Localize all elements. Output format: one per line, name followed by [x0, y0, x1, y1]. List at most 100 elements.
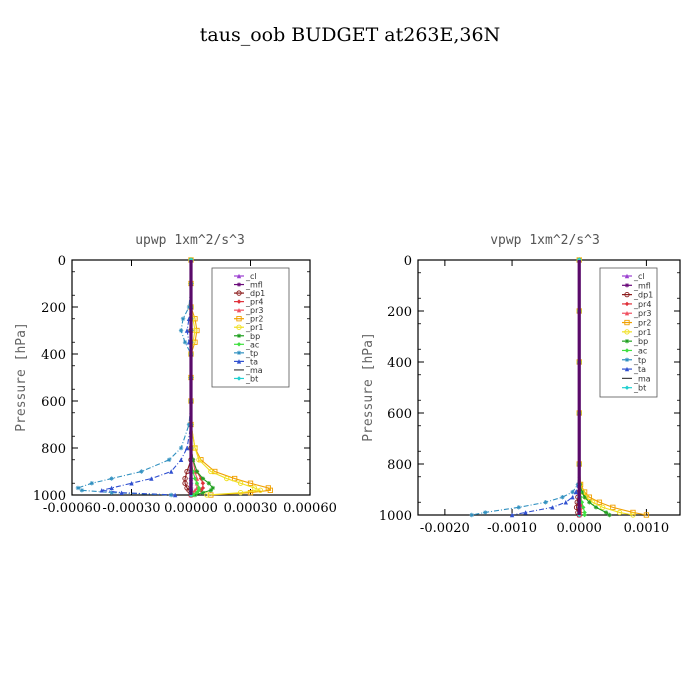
figure-title: taus_oob BUDGET at263E,36N [200, 24, 500, 46]
y-tick-label: 600 [41, 395, 66, 410]
legend-marker [624, 319, 630, 326]
legend-marker [624, 348, 630, 353]
legend-marker [236, 376, 242, 381]
panel-title: upwp 1xm^2/s^3 [135, 233, 245, 248]
legend-label: _pr1 [245, 323, 263, 332]
data-point [610, 504, 616, 510]
data-point [509, 512, 515, 518]
legend-marker [624, 329, 630, 335]
y-tick-label: 1000 [379, 509, 412, 524]
data-point [184, 445, 190, 451]
data-point [178, 328, 184, 333]
legend-label: _dp1 [245, 289, 265, 298]
data-point [550, 505, 555, 510]
data-point [149, 476, 154, 481]
legend-label: _ta [633, 365, 646, 374]
data-point [581, 505, 586, 510]
y-tick-label: 600 [387, 407, 412, 422]
legend-label: _pr1 [633, 328, 651, 337]
plot-area: 0 200 400 600 800 1000 -0.0020 -0.0010 0.0000 0.0… [379, 254, 681, 536]
data-point [267, 487, 273, 493]
plot-frame [417, 259, 681, 516]
x-tick-label: 0.0000 [556, 521, 602, 536]
data-point [194, 481, 200, 486]
data-point [570, 489, 575, 495]
data-point [194, 469, 200, 474]
data-point [182, 340, 188, 345]
y-axis-label: Pressure [hPa] [14, 322, 29, 432]
data-point [560, 494, 565, 500]
y-tick-label: 800 [387, 458, 412, 473]
data-point [172, 492, 178, 498]
legend-marker [236, 307, 242, 313]
data-point [582, 512, 587, 518]
legend-marker [236, 316, 242, 322]
data-point [616, 509, 623, 516]
series-line [101, 260, 192, 496]
data-point [582, 510, 587, 515]
legend-label: _ta [245, 357, 258, 366]
data-point [168, 492, 174, 498]
vpwp-panel: vpwp 1xm^2/s^3 Pressure [hPa] 0 200 400 600… [361, 233, 681, 536]
legend-marker [236, 350, 242, 356]
data-point [600, 504, 606, 510]
legend-marker [236, 342, 242, 347]
y-tick-label: 400 [41, 348, 66, 363]
x-tick-label: -0.00060 [43, 501, 101, 516]
legend-marker [236, 359, 242, 364]
legend-label: _bp [245, 332, 260, 341]
x-tick-label: 0.00060 [283, 501, 337, 516]
data-point [469, 512, 474, 518]
legend-label: _pr2 [633, 319, 651, 328]
data-point [643, 512, 650, 518]
legend-label: _tp [245, 349, 258, 358]
legend-label: _bt [245, 374, 258, 383]
x-tick-label: 0.00030 [224, 501, 278, 516]
data-point [208, 468, 214, 475]
data-point [603, 510, 609, 515]
x-tick-label: 0.0010 [624, 521, 670, 536]
data-point [79, 488, 85, 493]
legend-label: _pr2 [245, 315, 263, 324]
data-point [178, 445, 184, 451]
legend-marker [624, 273, 630, 279]
data-point [109, 490, 114, 495]
legend-marker [624, 291, 630, 298]
data-point [200, 476, 206, 481]
y-tick-label: 1000 [33, 489, 66, 504]
data-point [109, 476, 114, 481]
series-line [511, 260, 580, 516]
data-point [543, 500, 548, 505]
legend-marker [624, 311, 630, 316]
data-point [196, 457, 202, 463]
legend-label: _cl [633, 272, 645, 281]
data-point [192, 476, 198, 481]
x-tick-label: -0.0020 [420, 521, 470, 536]
legend: _cl_mfl_dp1_pr4_pr3_pr2_pr1_bp_ac_tp_ta_… [599, 267, 658, 398]
legend-label: _ac [633, 346, 647, 355]
data-point [129, 481, 134, 486]
legend-marker [624, 338, 630, 344]
data-point [168, 469, 174, 474]
legend: _cl_mfl_dp1_pr4_pr3_pr2_pr1_bp_ac_tp_ta_… [211, 267, 290, 388]
legend-marker [236, 333, 242, 338]
data-point [563, 500, 568, 505]
data-point [573, 489, 579, 495]
data-point [200, 490, 206, 495]
data-point [180, 316, 186, 321]
legend-label: _ma [245, 366, 263, 375]
upwp-panel: upwp 1xm^2/s^3 Pressure [hPa] 0 200 400 600… [14, 233, 337, 516]
data-point [237, 480, 244, 486]
data-point [516, 505, 521, 510]
legend-marker [624, 366, 630, 372]
legend-box [211, 267, 290, 388]
data-point [75, 485, 81, 491]
legend-label: _mfl [245, 281, 263, 290]
data-point [247, 490, 254, 496]
data-point [200, 481, 206, 486]
data-point [247, 480, 254, 486]
legend-label: _pr4 [245, 298, 263, 307]
legend-label: _ac [245, 340, 259, 349]
data-point [206, 481, 212, 486]
legend-box [599, 267, 658, 398]
